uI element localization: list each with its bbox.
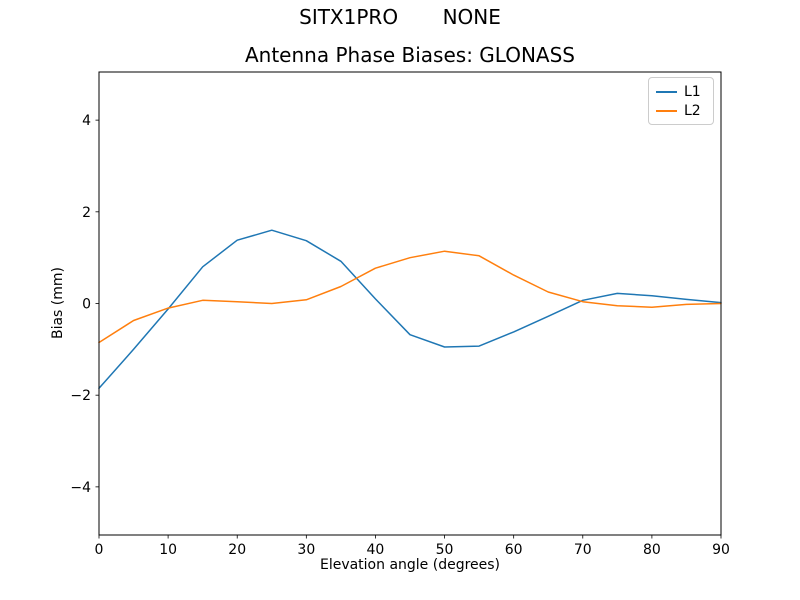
axes-border: [98, 71, 722, 536]
chart-title: Antenna Phase Biases: GLONASS: [244, 43, 576, 67]
y-tick-label: 0: [82, 297, 91, 313]
x-tick-label: 60: [505, 542, 523, 558]
x-tick-label: 40: [367, 542, 385, 558]
y-tick-label: 2: [82, 205, 91, 221]
x-tick-label: 70: [574, 542, 592, 558]
series-line-l2: [98, 250, 722, 344]
x-tick-label: 20: [228, 542, 246, 558]
x-tick-label: 0: [95, 542, 104, 558]
x-tick-label: 30: [297, 542, 315, 558]
legend-item-l2: L2: [656, 101, 705, 120]
legend: L1 L2: [648, 77, 714, 125]
legend-label-l1: L1: [684, 83, 701, 100]
l1-line-swatch: [656, 90, 677, 93]
x-tick-label: 50: [436, 542, 454, 558]
x-tick-label: 90: [712, 542, 730, 558]
series-line-l1: [98, 229, 722, 390]
x-tick-label: 80: [643, 542, 661, 558]
x-tick-label: 10: [159, 542, 177, 558]
y-tick-label: −4: [70, 480, 91, 496]
legend-item-l1: L1: [656, 82, 705, 101]
y-tick-label: 4: [82, 113, 91, 129]
x-axis-label: Elevation angle (degrees): [319, 557, 501, 573]
l2-line-swatch: [656, 109, 677, 112]
y-axis-label: Bias (mm): [50, 266, 66, 340]
suptitle: SITX1PRO NONE: [299, 5, 501, 29]
y-tick-label: −2: [70, 388, 91, 404]
legend-label-l2: L2: [684, 102, 701, 119]
